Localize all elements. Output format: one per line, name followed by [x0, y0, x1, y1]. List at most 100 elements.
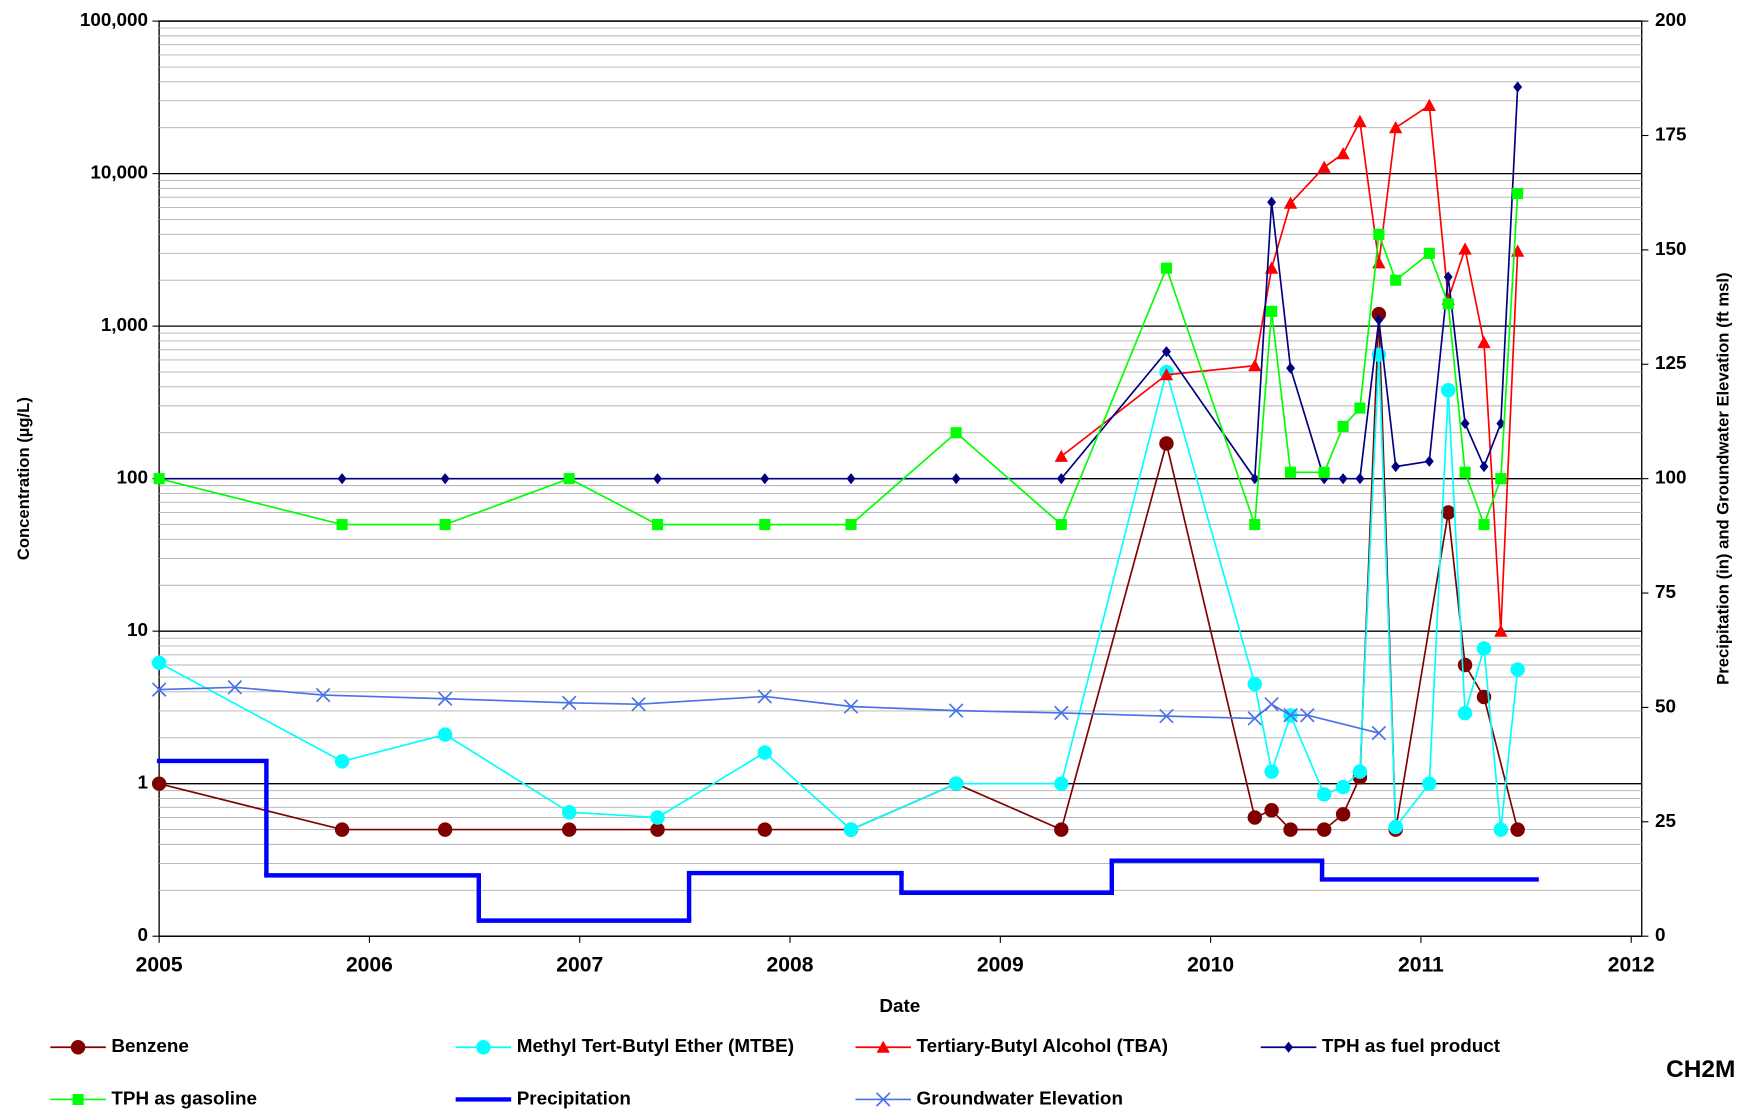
x-tick-label: 2006 — [346, 954, 393, 977]
series — [1054, 98, 1525, 637]
data-point — [1286, 362, 1295, 374]
data-point — [650, 822, 665, 837]
data-point — [1338, 473, 1348, 485]
data-point — [315, 687, 331, 703]
series-line — [158, 314, 1519, 831]
data-point — [1264, 802, 1279, 818]
data-point — [334, 754, 350, 769]
data-point — [1478, 519, 1490, 531]
data-point — [1054, 449, 1068, 462]
data-point — [1495, 473, 1507, 485]
legend-marker — [1284, 1041, 1294, 1053]
data-point — [757, 745, 773, 760]
legend-marker — [476, 1040, 491, 1055]
y-axis-title: Concentration (µg/L) — [14, 397, 33, 560]
data-point — [1352, 764, 1368, 779]
data-point — [1249, 519, 1261, 531]
x-tick-label: 2011 — [1398, 954, 1444, 977]
y2-tick-label: 100 — [1655, 467, 1686, 488]
y-tick-label: 100 — [117, 467, 148, 488]
data-point — [1458, 242, 1472, 255]
data-point — [561, 822, 577, 837]
data-point — [1247, 810, 1262, 825]
data-point — [1316, 787, 1332, 802]
legend-label: Benzene — [111, 1035, 189, 1056]
data-point — [1510, 822, 1525, 837]
data-point — [1264, 696, 1279, 712]
series — [153, 188, 1524, 531]
data-point — [757, 822, 773, 837]
data-point — [563, 473, 575, 485]
data-point — [1054, 776, 1069, 791]
legend-marker — [70, 1040, 86, 1055]
series-line — [159, 686, 1380, 734]
data-point — [846, 473, 856, 485]
logo: CH2M — [1666, 1056, 1735, 1083]
data-point — [1264, 764, 1279, 779]
y2-tick-label: 50 — [1655, 695, 1676, 716]
data-point — [1476, 689, 1492, 705]
data-point — [1457, 657, 1473, 673]
legend-marker — [875, 1092, 891, 1107]
data-point — [1054, 822, 1069, 837]
legend-item: Precipitation — [455, 1087, 631, 1108]
data-point — [1441, 505, 1456, 520]
data-point — [227, 680, 243, 695]
data-point — [1054, 705, 1069, 721]
data-point — [153, 473, 165, 485]
data-point — [151, 682, 167, 697]
data-point — [1457, 705, 1473, 721]
series — [151, 680, 1387, 741]
data-point — [845, 519, 857, 531]
y2-tick-label: 25 — [1655, 810, 1676, 831]
data-point — [1442, 298, 1454, 310]
data-point — [757, 689, 773, 704]
data-point — [1512, 188, 1524, 200]
data-point — [1284, 466, 1297, 478]
x-axis-title: Date — [879, 995, 920, 1016]
data-point — [1247, 676, 1262, 692]
data-point — [1283, 196, 1298, 209]
legend-item: Groundwater Elevation — [855, 1087, 1123, 1108]
data-point — [561, 804, 577, 820]
data-point — [1247, 711, 1263, 726]
data-point — [1336, 147, 1350, 160]
legend-marker — [876, 1040, 890, 1053]
data-point — [1479, 461, 1489, 473]
legend-label: TPH as fuel product — [1322, 1035, 1501, 1056]
data-point — [843, 822, 859, 837]
y2-tick-label: 150 — [1655, 238, 1686, 259]
data-point — [1056, 473, 1066, 485]
data-point — [1318, 466, 1330, 478]
legend-item: TPH as gasoline — [50, 1087, 257, 1108]
data-point — [151, 776, 167, 791]
series-line — [158, 354, 1519, 831]
y-tick-label: 1 — [138, 772, 148, 793]
data-point — [1424, 455, 1434, 467]
x-tick-label: 2012 — [1608, 954, 1655, 977]
legend-item: TPH as fuel product — [1260, 1035, 1501, 1056]
data-point — [1300, 707, 1315, 723]
data-point — [1337, 420, 1349, 432]
y-tick-label: 10,000 — [90, 162, 148, 183]
data-point — [651, 519, 664, 531]
data-point — [1250, 473, 1260, 485]
data-point — [1159, 708, 1174, 724]
data-point — [1283, 822, 1298, 837]
legend-label: TPH as gasoline — [111, 1087, 257, 1108]
data-point — [1476, 641, 1492, 656]
data-point — [437, 727, 453, 742]
data-point — [1162, 346, 1171, 358]
data-point — [1353, 114, 1367, 127]
data-point — [1371, 725, 1387, 741]
legend-item: Tertiary-Butyl Alcohol (TBA) — [855, 1035, 1168, 1056]
data-point — [1283, 707, 1298, 723]
data-point — [439, 519, 451, 531]
data-point — [1441, 383, 1456, 398]
legend-label: Tertiary-Butyl Alcohol (TBA) — [917, 1035, 1168, 1056]
data-point — [760, 473, 770, 485]
data-point — [1317, 160, 1331, 173]
data-point — [1335, 807, 1351, 822]
data-point — [1477, 335, 1491, 349]
x-tick-label: 2009 — [977, 954, 1024, 977]
